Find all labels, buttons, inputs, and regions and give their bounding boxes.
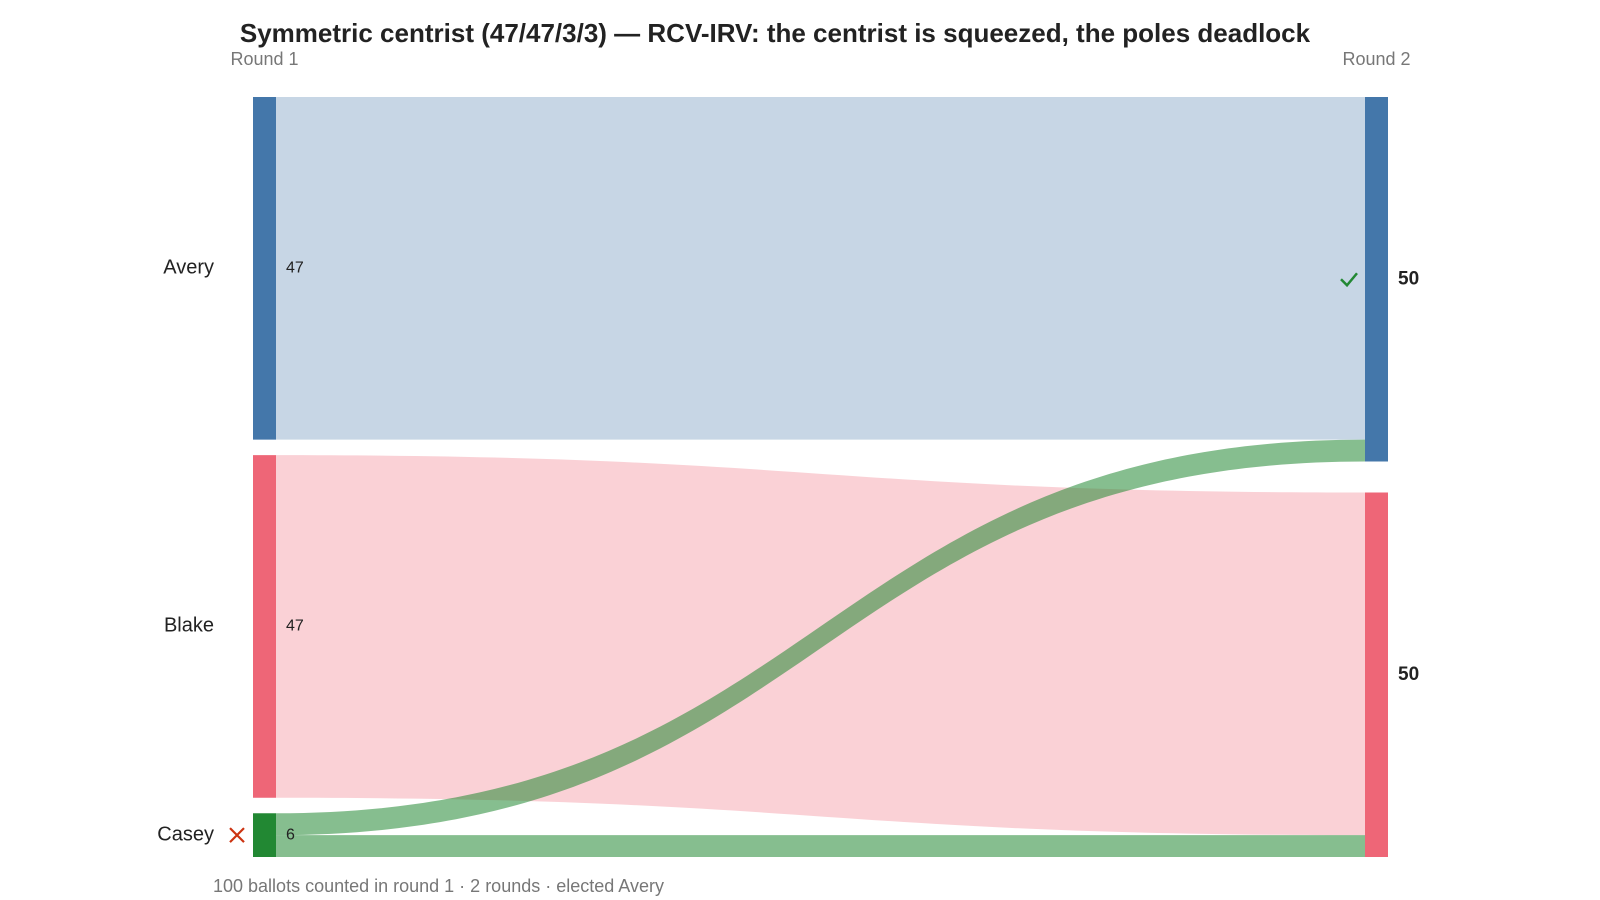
elected-icon [1340, 272, 1358, 288]
flow [276, 439, 1365, 836]
node-name: Avery [163, 257, 214, 279]
footer-note: 100 ballots counted in round 1 · 2 round… [213, 876, 664, 896]
node [1365, 97, 1388, 462]
flow [276, 97, 1365, 440]
round-label: Round 2 [1342, 49, 1410, 69]
flow [276, 835, 1365, 857]
node-value: 50 [1398, 268, 1419, 289]
node-name: Casey [157, 823, 214, 845]
node-value: 47 [286, 260, 304, 277]
node-value: 6 [286, 826, 295, 843]
node [1365, 492, 1388, 857]
node [253, 97, 276, 440]
node [253, 813, 276, 857]
node-name: Blake [164, 615, 214, 637]
node-value: 47 [286, 618, 304, 635]
round-label: Round 1 [230, 49, 298, 69]
node-value: 50 [1398, 664, 1419, 685]
eliminated-icon [229, 827, 245, 843]
chart-title: Symmetric centrist (47/47/3/3) — RCV-IRV… [240, 18, 1311, 48]
node [253, 455, 276, 798]
